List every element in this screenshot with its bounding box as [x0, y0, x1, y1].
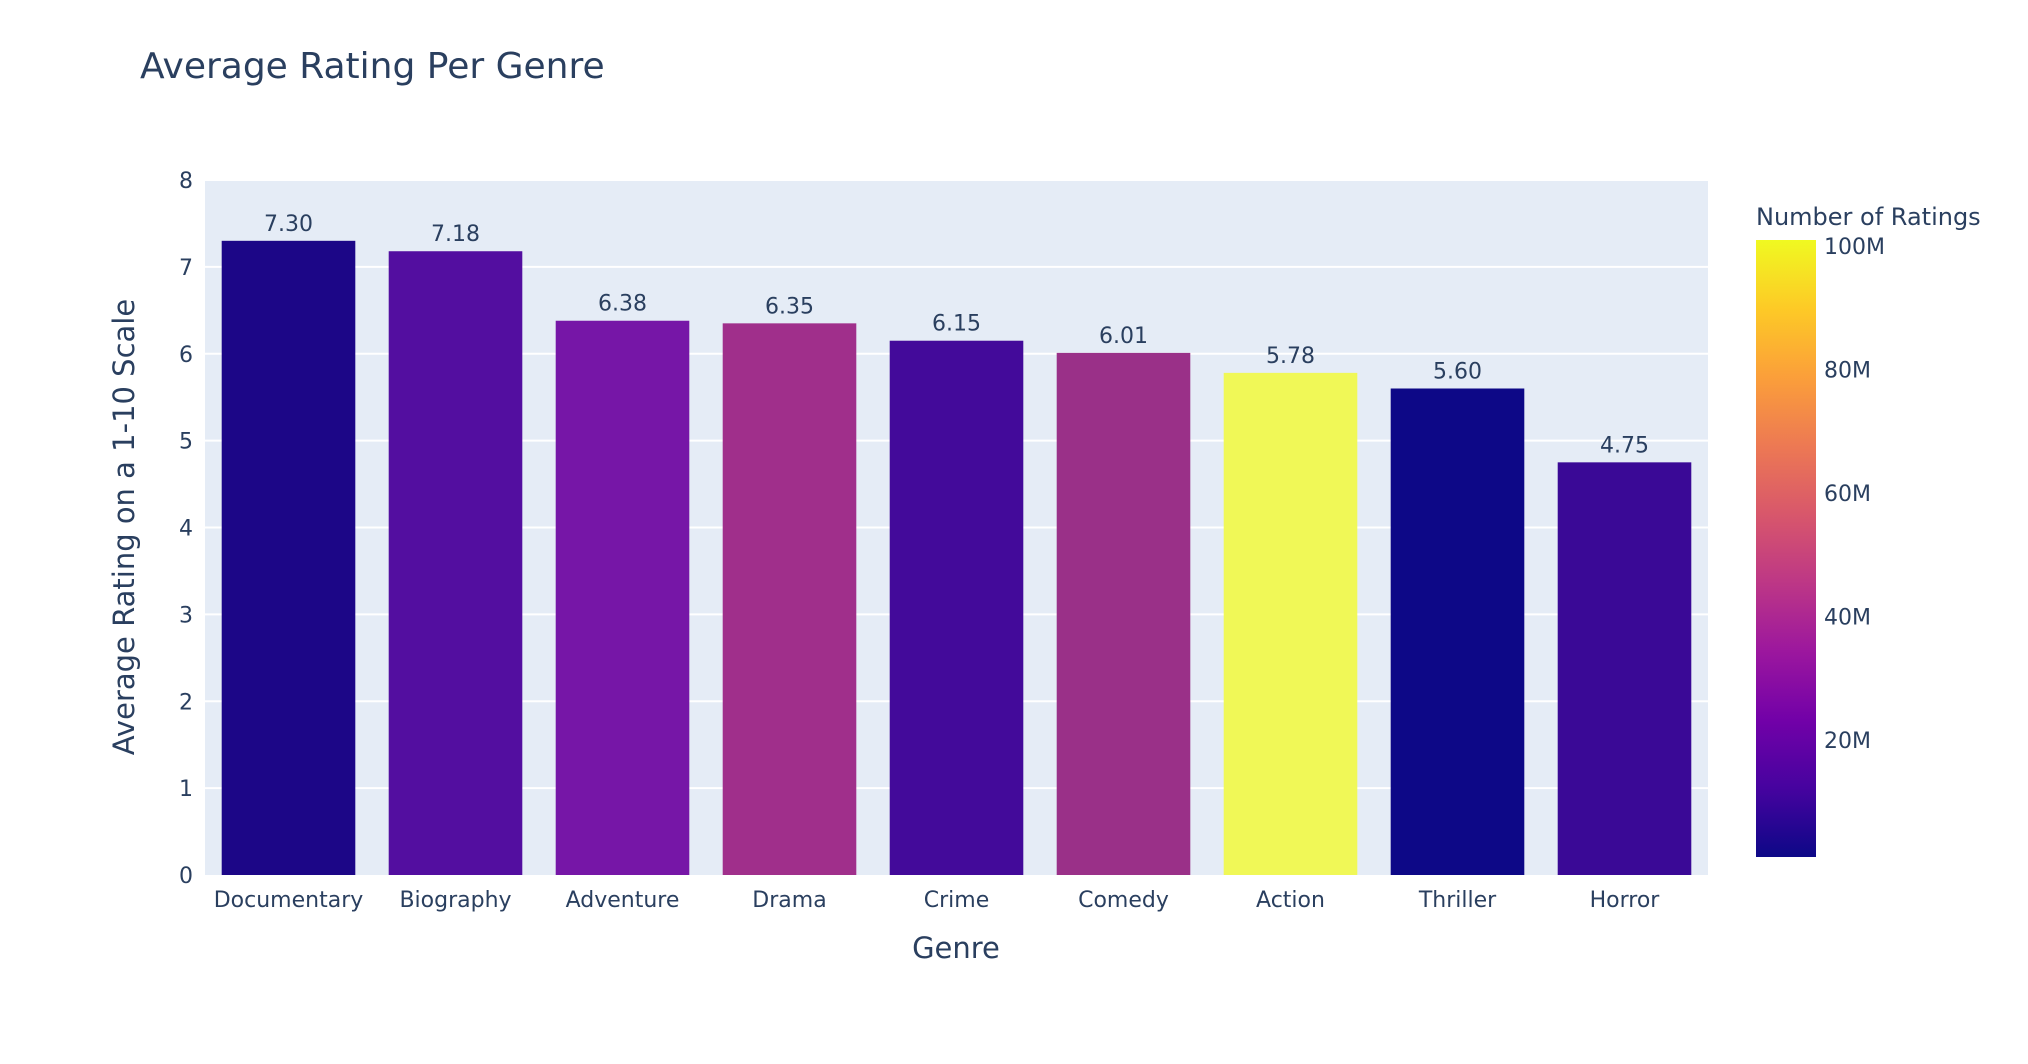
y-tick-label: 5 — [179, 430, 193, 455]
data-label: 5.60 — [1433, 360, 1482, 385]
x-tick-label: Action — [1256, 888, 1325, 913]
bar-documentary[interactable] — [221, 240, 356, 875]
bar-action[interactable] — [1223, 372, 1358, 875]
data-label: 6.38 — [598, 292, 647, 317]
colorbar-tick-label: 80M — [1824, 359, 1871, 384]
x-tick-label: Crime — [924, 888, 989, 913]
data-label: 4.75 — [1600, 433, 1649, 458]
x-tick-label: Adventure — [566, 888, 680, 913]
y-tick-label: 7 — [179, 256, 193, 281]
x-tick-label: Documentary — [214, 888, 364, 913]
bar-crime[interactable] — [889, 340, 1024, 875]
data-label: 6.15 — [932, 312, 981, 337]
bar-adventure[interactable] — [555, 320, 690, 875]
y-tick-label: 8 — [179, 169, 193, 194]
data-label: 5.78 — [1266, 344, 1315, 369]
data-label: 7.18 — [431, 222, 480, 247]
x-axis-ticks: Documentary Biography Adventure Drama Crime C… — [214, 888, 1661, 913]
data-label: 6.01 — [1099, 324, 1148, 349]
x-tick-label: Horror — [1590, 888, 1661, 913]
data-label: 6.35 — [765, 294, 814, 319]
x-tick-label: Drama — [752, 888, 826, 913]
y-axis-ticks: 0 1 2 3 4 5 6 7 8 — [179, 169, 193, 889]
x-tick-label: Biography — [399, 888, 511, 913]
data-label: 7.30 — [264, 212, 313, 237]
x-axis-title: Genre — [912, 931, 1000, 965]
x-tick-label: Comedy — [1078, 888, 1169, 913]
bar-thriller[interactable] — [1390, 388, 1525, 876]
y-tick-label: 1 — [179, 777, 193, 802]
colorbar-title: Number of Ratings — [1756, 203, 1981, 231]
x-tick-label: Thriller — [1418, 888, 1497, 913]
colorbar-tick-label: 20M — [1824, 729, 1871, 754]
bar-drama[interactable] — [722, 323, 857, 875]
colorbar-tick-label: 100M — [1824, 235, 1885, 260]
bar-comedy[interactable] — [1056, 352, 1191, 876]
colorbar-tick-label: 40M — [1824, 605, 1871, 630]
y-axis-title: Average Rating on a 1-10 Scale — [107, 299, 141, 755]
colorbar-ticks: 20M 40M 60M 80M 100M — [1824, 235, 1885, 754]
chart-title: Average Rating Per Genre — [140, 46, 605, 87]
y-tick-label: 6 — [179, 343, 193, 368]
y-tick-label: 2 — [179, 690, 193, 715]
bars: 7.30 7.18 6.38 6.35 6.15 6.01 5.78 5.60 4.75 — [221, 212, 1692, 876]
y-tick-label: 4 — [179, 517, 193, 542]
y-tick-label: 3 — [179, 603, 193, 628]
bar-horror[interactable] — [1557, 462, 1692, 875]
bar-biography[interactable] — [388, 251, 523, 876]
colorbar-tick-label: 60M — [1824, 482, 1871, 507]
y-tick-label: 0 — [179, 864, 193, 889]
colorbar — [1756, 240, 1816, 857]
